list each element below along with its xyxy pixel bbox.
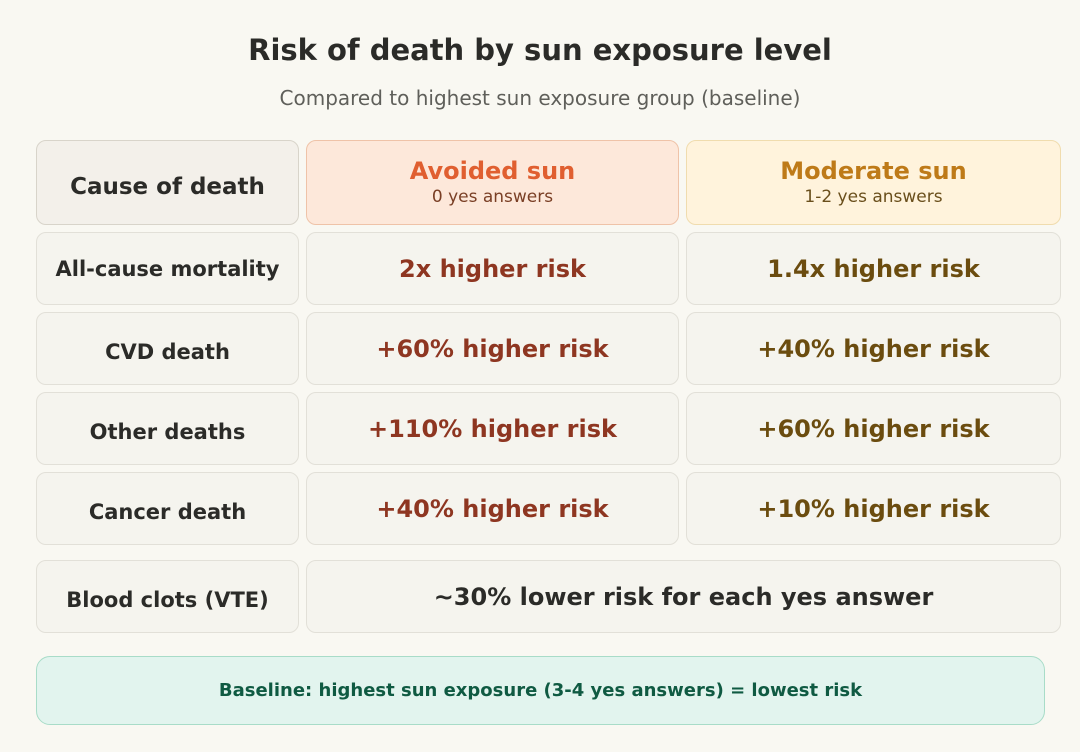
baseline-note-text: Baseline: highest sun exposure (3-4 yes …: [218, 680, 863, 701]
row-moderate-value: 1.4x higher risk: [767, 254, 980, 283]
row-moderate-value: +10% higher risk: [757, 494, 990, 523]
row-avoided-value: +40% higher risk: [376, 494, 609, 523]
vte-cause-cell: Blood clots (VTE): [36, 560, 299, 633]
row-moderate-value: +40% higher risk: [757, 334, 990, 363]
vte-cause-label: Blood clots (VTE): [66, 587, 269, 612]
row-avoided-value: +60% higher risk: [376, 334, 609, 363]
page-title: Risk of death by sun exposure level: [248, 33, 832, 67]
page-subtitle: Compared to highest sun exposure group (…: [279, 86, 801, 110]
row-cause-cell: Cancer death: [36, 472, 299, 545]
header-avoided-cell: Avoided sun 0 yes answers: [306, 140, 679, 225]
row-avoided-cell: 2x higher risk: [306, 232, 679, 305]
header-moderate-subtitle: 1-2 yes answers: [804, 186, 943, 207]
header-cause-label: Cause of death: [70, 173, 265, 200]
baseline-note: Baseline: highest sun exposure (3-4 yes …: [36, 656, 1045, 725]
row-moderate-cell: +60% higher risk: [686, 392, 1061, 465]
row-avoided-cell: +40% higher risk: [306, 472, 679, 545]
header-cause-cell: Cause of death: [36, 140, 299, 225]
row-avoided-cell: +110% higher risk: [306, 392, 679, 465]
row-cause-label: Cancer death: [88, 499, 247, 524]
row-cause-label: CVD death: [105, 339, 230, 364]
row-moderate-cell: +10% higher risk: [686, 472, 1061, 545]
row-avoided-value: 2x higher risk: [399, 254, 586, 283]
row-cause-label: All-cause mortality: [55, 256, 280, 281]
row-cause-label: Other deaths: [89, 419, 246, 444]
header-moderate-title: Moderate sun: [780, 156, 967, 185]
vte-value: ~30% lower risk for each yes answer: [433, 582, 934, 611]
row-avoided-value: +110% higher risk: [368, 414, 617, 443]
row-moderate-cell: +40% higher risk: [686, 312, 1061, 385]
row-cause-cell: CVD death: [36, 312, 299, 385]
header-moderate-cell: Moderate sun 1-2 yes answers: [686, 140, 1061, 225]
header-avoided-title: Avoided sun: [409, 156, 576, 185]
row-moderate-value: +60% higher risk: [757, 414, 990, 443]
vte-value-cell: ~30% lower risk for each yes answer: [306, 560, 1061, 633]
row-cause-cell: All-cause mortality: [36, 232, 299, 305]
row-avoided-cell: +60% higher risk: [306, 312, 679, 385]
row-moderate-cell: 1.4x higher risk: [686, 232, 1061, 305]
row-cause-cell: Other deaths: [36, 392, 299, 465]
header-avoided-subtitle: 0 yes answers: [431, 186, 554, 207]
